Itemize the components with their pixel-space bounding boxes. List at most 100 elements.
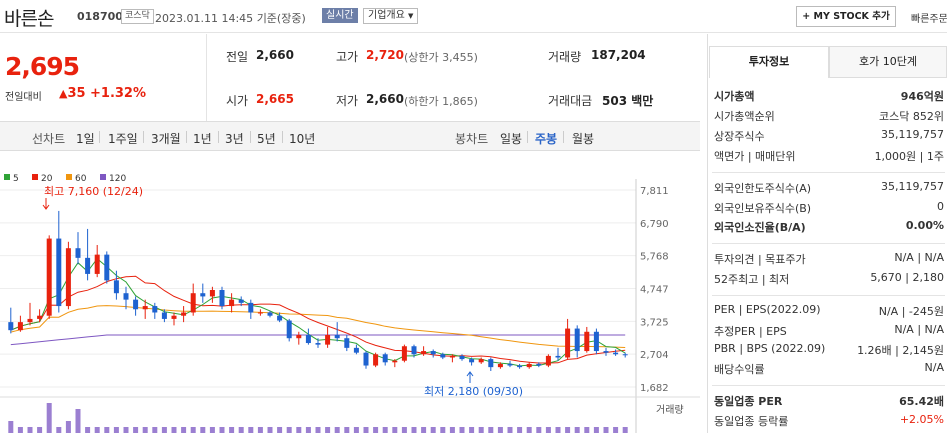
- volume-bar: [65, 421, 71, 433]
- volume-bar: [209, 427, 215, 433]
- stock-name: 바른손: [4, 8, 54, 30]
- candle-body: [411, 346, 417, 355]
- line-chart-label: 선차트: [32, 132, 66, 146]
- candle-body: [440, 354, 446, 358]
- price-chart[interactable]: 7,811 6,790 5,768 4,747 3,725 2,704 1,682 5 20 60…: [0, 169, 700, 433]
- candle-body: [171, 315, 177, 319]
- volume-bar: [459, 427, 465, 433]
- candle-body: [257, 312, 263, 314]
- candle-body: [142, 306, 148, 310]
- trade-value-label: 거래대금: [548, 94, 593, 108]
- volume-label: 거래량: [548, 50, 582, 64]
- volume-bar: [363, 427, 369, 433]
- volume-bar: [161, 427, 167, 433]
- tab-1d[interactable]: 1일: [76, 132, 95, 146]
- candle-body: [497, 363, 503, 368]
- company-info-dropdown[interactable]: 기업개요 ▼: [363, 8, 419, 24]
- invest-row-label: 52주최고 | 최저: [714, 273, 790, 286]
- live-button[interactable]: 실시간: [322, 8, 358, 23]
- volume-bar: [593, 427, 599, 433]
- volume-bar: [373, 427, 379, 433]
- quick-order-link[interactable]: 빠른주문: [911, 14, 947, 25]
- invest-row: 추정PER | EPS N/A | N/A: [714, 323, 944, 339]
- candle-body: [27, 318, 33, 323]
- volume-bar: [171, 427, 177, 433]
- invest-row-label: 시가총액: [714, 90, 755, 103]
- invest-row: 52주최고 | 최저 5,670 | 2,180: [714, 271, 944, 287]
- candle-body: [430, 351, 436, 355]
- invest-row-value: N/A | N/A: [894, 323, 944, 336]
- ma120-line: [10, 334, 626, 346]
- candle-body: [65, 248, 71, 307]
- volume-bar: [296, 427, 302, 433]
- prev-label: 전일: [226, 50, 249, 64]
- market-badge: 코스닥: [121, 9, 154, 24]
- y-tick-label: 1,682: [640, 383, 669, 394]
- candle-body: [85, 257, 91, 274]
- invest-row-label: 외국인소진율(B/A): [714, 221, 806, 234]
- tab-weekly[interactable]: 주봉: [535, 132, 558, 146]
- y-tick-label: 5,768: [640, 252, 669, 263]
- open-value: 2,665: [256, 92, 294, 106]
- invest-row-label: 배당수익률: [714, 363, 765, 376]
- volume-bar: [286, 427, 292, 433]
- volume-bar: [545, 427, 551, 433]
- tab-3m[interactable]: 3개월: [151, 132, 181, 146]
- tab-orderbook[interactable]: 호가 10단계: [829, 46, 947, 78]
- tab-1w[interactable]: 1주일: [108, 132, 138, 146]
- invest-row-label: 시가총액순위: [714, 110, 775, 123]
- volume-bar: [94, 427, 100, 433]
- volume-bar: [325, 427, 331, 433]
- panel-divider: [712, 243, 945, 244]
- candle-body: [545, 355, 551, 366]
- invest-row: 외국인보유주식수(B) 0: [714, 200, 944, 216]
- tab-10y[interactable]: 10년: [289, 132, 316, 146]
- tab-monthly[interactable]: 월봉: [572, 132, 595, 146]
- volume-bar: [613, 427, 619, 433]
- panel-divider: [712, 172, 945, 173]
- legend-label: 5: [13, 174, 19, 184]
- y-tick-label: 2,704: [640, 350, 669, 361]
- lower-limit: (하한가 1,865): [404, 95, 478, 108]
- volume-bar: [277, 427, 283, 433]
- candle-body: [104, 254, 110, 281]
- invest-row: PBR | BPS (2022.09) 1.26배 | 2,145원: [714, 342, 944, 357]
- volume-bar: [56, 427, 62, 433]
- candle-body: [296, 334, 302, 339]
- candle-body: [344, 338, 350, 348]
- volume-bar: [565, 427, 571, 433]
- invest-row: PER | EPS(2022.09) N/A | -245원: [714, 303, 944, 318]
- invest-row-value: 946억원: [900, 90, 944, 103]
- candle-body: [229, 299, 235, 307]
- tab-daily[interactable]: 일봉: [500, 132, 523, 146]
- tab-5y[interactable]: 5년: [257, 132, 276, 146]
- candle-body: [133, 299, 139, 310]
- legend-swatch: [66, 174, 72, 180]
- candle-body: [555, 355, 561, 358]
- invest-row-value: 5,670 | 2,180: [870, 271, 944, 284]
- legend-swatch: [100, 174, 106, 180]
- volume-bar: [17, 427, 23, 433]
- candle-body: [75, 248, 81, 258]
- invest-panel: [707, 34, 947, 433]
- volume-bar: [584, 427, 590, 433]
- tab-invest-info[interactable]: 투자정보: [709, 46, 829, 78]
- volume-bar: [305, 427, 311, 433]
- legend-label: 120: [109, 174, 126, 184]
- chevron-down-icon: ▼: [408, 12, 414, 20]
- candle-body: [526, 363, 532, 368]
- candle-body: [603, 351, 609, 353]
- invest-row: 액면가 | 매매단위 1,000원 | 1주: [714, 148, 944, 164]
- invest-row: 시가총액 946억원: [714, 88, 944, 104]
- high-arrow-icon: [42, 198, 50, 210]
- add-mystock-button[interactable]: + MY STOCK 추가: [796, 6, 896, 27]
- candle-body: [94, 254, 100, 274]
- volume-bar: [555, 427, 561, 433]
- tab-3y[interactable]: 3년: [225, 132, 244, 146]
- candle-body: [219, 289, 225, 307]
- legend-label: 60: [75, 174, 87, 184]
- y-tick-label: 4,747: [640, 284, 669, 295]
- tab-1y[interactable]: 1년: [193, 132, 212, 146]
- volume-bar: [574, 427, 580, 433]
- legend-label: 20: [41, 174, 53, 184]
